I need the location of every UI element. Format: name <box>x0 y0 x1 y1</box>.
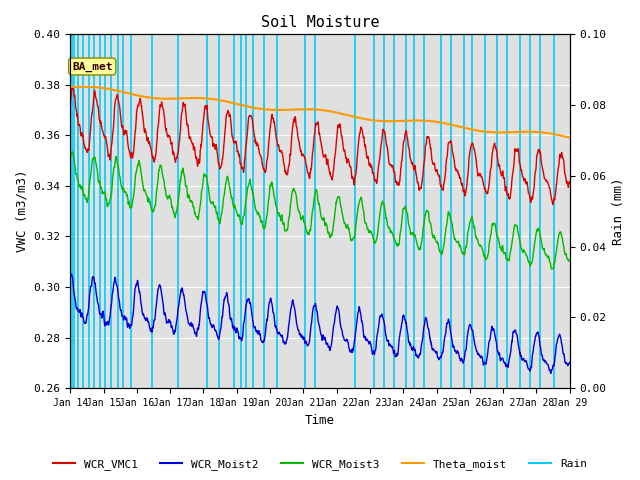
Theta_moist <box>351 114 358 120</box>
WCR_Moist2 <box>125 325 133 331</box>
WCR_VMC1 <box>298 152 306 158</box>
Theta_moist <box>278 107 286 113</box>
WCR_VMC1 <box>106 151 113 157</box>
Theta_moist <box>81 84 88 90</box>
WCR_Moist3 <box>68 149 76 155</box>
WCR_Moist2 <box>547 371 555 376</box>
WCR_Moist2 <box>68 271 76 277</box>
WCR_Moist3 <box>278 218 286 224</box>
WCR_VMC1 <box>67 101 74 107</box>
WCR_VMC1 <box>125 149 133 155</box>
Theta_moist <box>298 107 306 112</box>
WCR_Moist3 <box>548 266 556 272</box>
WCR_Moist2 <box>278 334 286 340</box>
Y-axis label: Rain (mm): Rain (mm) <box>612 178 625 245</box>
WCR_Moist3 <box>289 187 297 193</box>
Y-axis label: VWC (m3/m3): VWC (m3/m3) <box>15 170 28 252</box>
Line: Theta_moist: Theta_moist <box>70 87 570 137</box>
WCR_VMC1 <box>278 152 286 158</box>
X-axis label: Time: Time <box>305 414 335 427</box>
WCR_Moist2 <box>566 360 573 365</box>
Theta_moist <box>106 86 113 92</box>
WCR_Moist3 <box>106 200 113 206</box>
WCR_VMC1 <box>549 202 557 207</box>
Legend: WCR_VMC1, WCR_Moist2, WCR_Moist3, Theta_moist, Rain: WCR_VMC1, WCR_Moist2, WCR_Moist3, Theta_… <box>48 455 592 474</box>
WCR_Moist2 <box>351 336 358 342</box>
WCR_Moist2 <box>289 297 297 303</box>
WCR_Moist3 <box>298 216 306 221</box>
WCR_VMC1 <box>289 124 297 130</box>
Theta_moist <box>125 91 133 96</box>
Theta_moist <box>67 84 74 90</box>
Line: WCR_Moist3: WCR_Moist3 <box>70 152 570 269</box>
Title: Soil Moisture: Soil Moisture <box>260 15 380 30</box>
Text: BA_met: BA_met <box>72 61 113 72</box>
WCR_VMC1 <box>69 84 77 90</box>
WCR_Moist3 <box>351 233 358 239</box>
WCR_Moist2 <box>67 273 74 278</box>
Line: WCR_VMC1: WCR_VMC1 <box>70 87 570 204</box>
WCR_Moist2 <box>106 317 113 323</box>
Theta_moist <box>289 107 297 112</box>
WCR_Moist3 <box>125 204 133 209</box>
Line: WCR_Moist2: WCR_Moist2 <box>70 274 570 373</box>
WCR_VMC1 <box>566 179 573 185</box>
WCR_Moist3 <box>566 258 573 264</box>
Theta_moist <box>566 134 573 140</box>
WCR_Moist3 <box>67 154 74 159</box>
WCR_Moist2 <box>298 333 306 338</box>
WCR_VMC1 <box>351 175 358 181</box>
